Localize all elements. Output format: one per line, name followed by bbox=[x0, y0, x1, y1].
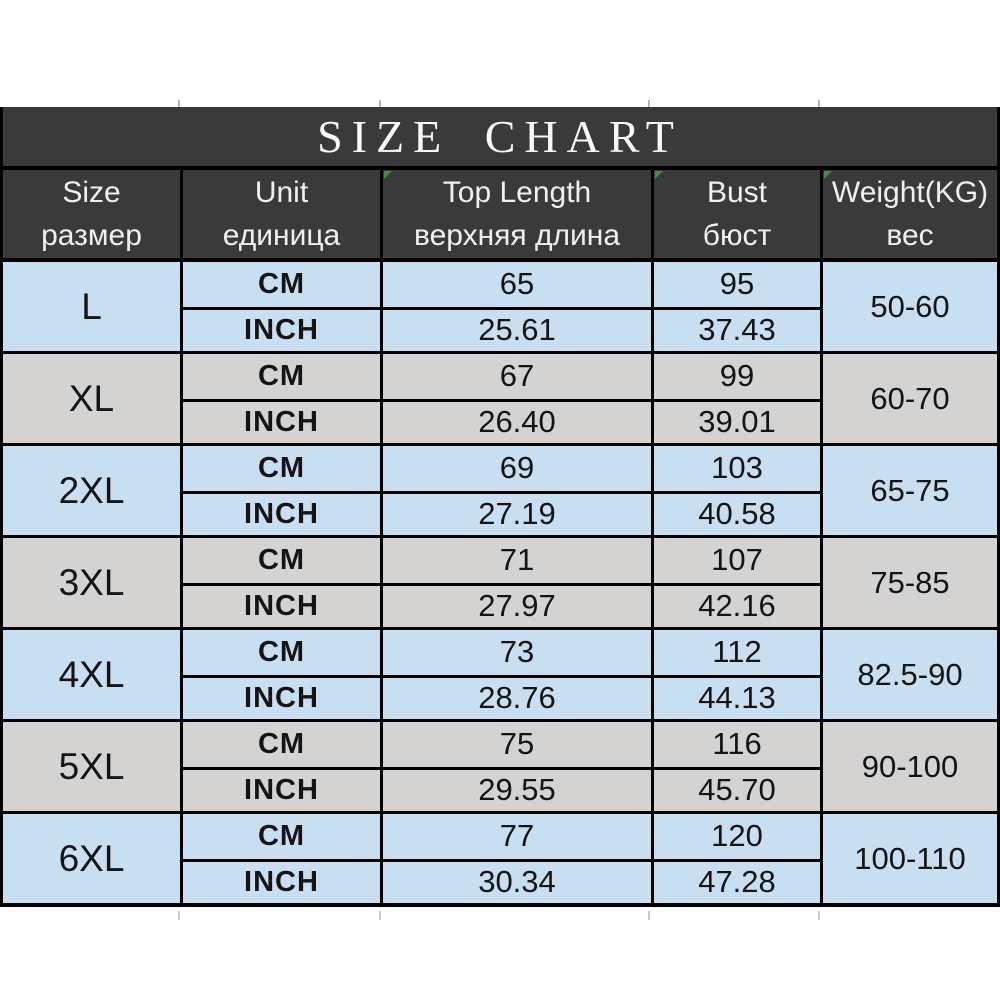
header-label-en: Weight(KG) bbox=[831, 176, 989, 209]
unit-label-inch: INCH bbox=[180, 674, 380, 719]
top-length-cm: 65 bbox=[380, 262, 651, 307]
size-label: XL bbox=[3, 354, 180, 443]
header-label-en: Bust bbox=[706, 176, 768, 209]
header-cell-weight-kg: Weight(KG) вес bbox=[820, 170, 997, 258]
header-label-ru: единица bbox=[222, 219, 341, 252]
unit-label-cm: CM bbox=[180, 814, 380, 859]
header-cell-unit: Unit единица bbox=[180, 170, 380, 258]
table-row: 6XL CM 77 120 100-110 INCH 30.34 47.28 bbox=[3, 814, 997, 903]
size-label: 5XL bbox=[3, 722, 180, 811]
unit-label-cm: CM bbox=[180, 630, 380, 675]
header-label-en: Unit bbox=[254, 176, 309, 209]
size-label: 6XL bbox=[3, 814, 180, 903]
top-length-inch: 28.76 bbox=[380, 674, 651, 719]
bust-cm: 107 bbox=[651, 538, 820, 583]
header-cell-size: Size размер bbox=[3, 170, 180, 258]
bust-inch: 42.16 bbox=[651, 582, 820, 627]
header-label-ru: бюст bbox=[702, 219, 772, 252]
table-row: XL CM 67 99 60-70 INCH 26.40 39.01 bbox=[3, 354, 997, 446]
top-length-inch: 29.55 bbox=[380, 766, 651, 811]
title-bar: SIZE CHART bbox=[3, 107, 997, 170]
size-label: 4XL bbox=[3, 630, 180, 719]
unit-label-inch: INCH bbox=[180, 306, 380, 351]
top-length-cm: 69 bbox=[380, 446, 651, 491]
weight-range: 50-60 bbox=[820, 262, 997, 351]
unit-label-cm: CM bbox=[180, 262, 380, 307]
weight-range: 65-75 bbox=[820, 446, 997, 535]
bust-inch: 47.28 bbox=[651, 858, 820, 903]
table-header-row: Size размер Unit единица Top Length верх… bbox=[3, 170, 997, 262]
bust-cm: 103 bbox=[651, 446, 820, 491]
table-row: 5XL CM 75 116 90-100 INCH 29.55 45.70 bbox=[3, 722, 997, 814]
bust-inch: 40.58 bbox=[651, 490, 820, 535]
bust-inch: 37.43 bbox=[651, 306, 820, 351]
top-length-inch: 27.19 bbox=[380, 490, 651, 535]
gridline-stub bbox=[648, 911, 650, 920]
gridline-stub bbox=[379, 911, 381, 920]
gridline-stub bbox=[178, 911, 180, 920]
gridline-stub bbox=[818, 100, 820, 107]
bust-inch: 44.13 bbox=[651, 674, 820, 719]
top-length-inch: 27.97 bbox=[380, 582, 651, 627]
unit-label-inch: INCH bbox=[180, 398, 380, 443]
top-length-inch: 25.61 bbox=[380, 306, 651, 351]
table-row: 4XL CM 73 112 82.5-90 INCH 28.76 44.13 bbox=[3, 630, 997, 722]
unit-label-inch: INCH bbox=[180, 858, 380, 903]
table-row: L CM 65 95 50-60 INCH 25.61 37.43 bbox=[3, 262, 997, 354]
gridline-stub bbox=[379, 100, 381, 107]
unit-label-cm: CM bbox=[180, 446, 380, 491]
bust-inch: 39.01 bbox=[651, 398, 820, 443]
gridline-stub bbox=[178, 100, 180, 107]
unit-label-cm: CM bbox=[180, 722, 380, 767]
top-length-inch: 26.40 bbox=[380, 398, 651, 443]
bust-cm: 120 bbox=[651, 814, 820, 859]
weight-range: 82.5-90 bbox=[820, 630, 997, 719]
unit-label-cm: CM bbox=[180, 538, 380, 583]
header-label-en: Top Length bbox=[442, 176, 592, 209]
bust-cm: 99 bbox=[651, 354, 820, 399]
unit-label-inch: INCH bbox=[180, 766, 380, 811]
header-label-ru: верхняя длина bbox=[413, 219, 621, 252]
weight-range: 90-100 bbox=[820, 722, 997, 811]
top-length-cm: 77 bbox=[380, 814, 651, 859]
top-length-cm: 67 bbox=[380, 354, 651, 399]
top-length-cm: 73 bbox=[380, 630, 651, 675]
weight-range: 100-110 bbox=[820, 814, 997, 903]
page-title: SIZE CHART bbox=[317, 110, 683, 162]
bust-inch: 45.70 bbox=[651, 766, 820, 811]
header-cell-top-length: Top Length верхняя длина bbox=[380, 170, 651, 258]
bust-cm: 95 bbox=[651, 262, 820, 307]
table-body: L CM 65 95 50-60 INCH 25.61 37.43 XL CM … bbox=[3, 262, 997, 903]
size-label: 2XL bbox=[3, 446, 180, 535]
weight-range: 75-85 bbox=[820, 538, 997, 627]
table-row: 2XL CM 69 103 65-75 INCH 27.19 40.58 bbox=[3, 446, 997, 538]
unit-label-inch: INCH bbox=[180, 490, 380, 535]
bust-cm: 112 bbox=[651, 630, 820, 675]
cell-corner-marker-icon bbox=[824, 171, 832, 179]
size-chart-table: SIZE CHART Size размер Unit единица Top … bbox=[0, 107, 1000, 907]
top-length-cm: 71 bbox=[380, 538, 651, 583]
header-cell-bust: Bust бюст bbox=[651, 170, 820, 258]
weight-range: 60-70 bbox=[820, 354, 997, 443]
unit-label-inch: INCH bbox=[180, 582, 380, 627]
header-label-ru: размер bbox=[41, 219, 142, 252]
size-label: L bbox=[3, 262, 180, 351]
header-label-en: Size bbox=[62, 176, 121, 209]
gridline-stub bbox=[818, 911, 820, 920]
bust-cm: 116 bbox=[651, 722, 820, 767]
gridline-stub bbox=[648, 100, 650, 107]
size-label: 3XL bbox=[3, 538, 180, 627]
cell-corner-marker-icon bbox=[655, 171, 663, 179]
unit-label-cm: CM bbox=[180, 354, 380, 399]
top-length-cm: 75 bbox=[380, 722, 651, 767]
top-length-inch: 30.34 bbox=[380, 858, 651, 903]
cell-corner-marker-icon bbox=[384, 171, 392, 179]
table-row: 3XL CM 71 107 75-85 INCH 27.97 42.16 bbox=[3, 538, 997, 630]
header-label-ru: вес bbox=[886, 219, 934, 252]
